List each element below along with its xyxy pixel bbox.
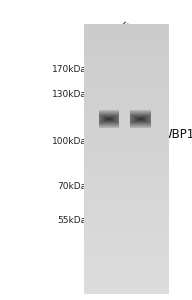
- Text: 130kDa: 130kDa: [52, 90, 86, 99]
- Bar: [99, 55, 117, 60]
- Text: 70kDa: 70kDa: [57, 182, 86, 191]
- Text: 170kDa: 170kDa: [52, 65, 86, 74]
- Text: 293T: 293T: [126, 29, 149, 51]
- Text: U-87MG: U-87MG: [102, 19, 133, 51]
- Text: 100kDa: 100kDa: [52, 136, 86, 146]
- Text: WBP11: WBP11: [160, 128, 192, 141]
- Text: 55kDa: 55kDa: [57, 216, 86, 225]
- Bar: [89, 55, 155, 262]
- Bar: [124, 55, 141, 60]
